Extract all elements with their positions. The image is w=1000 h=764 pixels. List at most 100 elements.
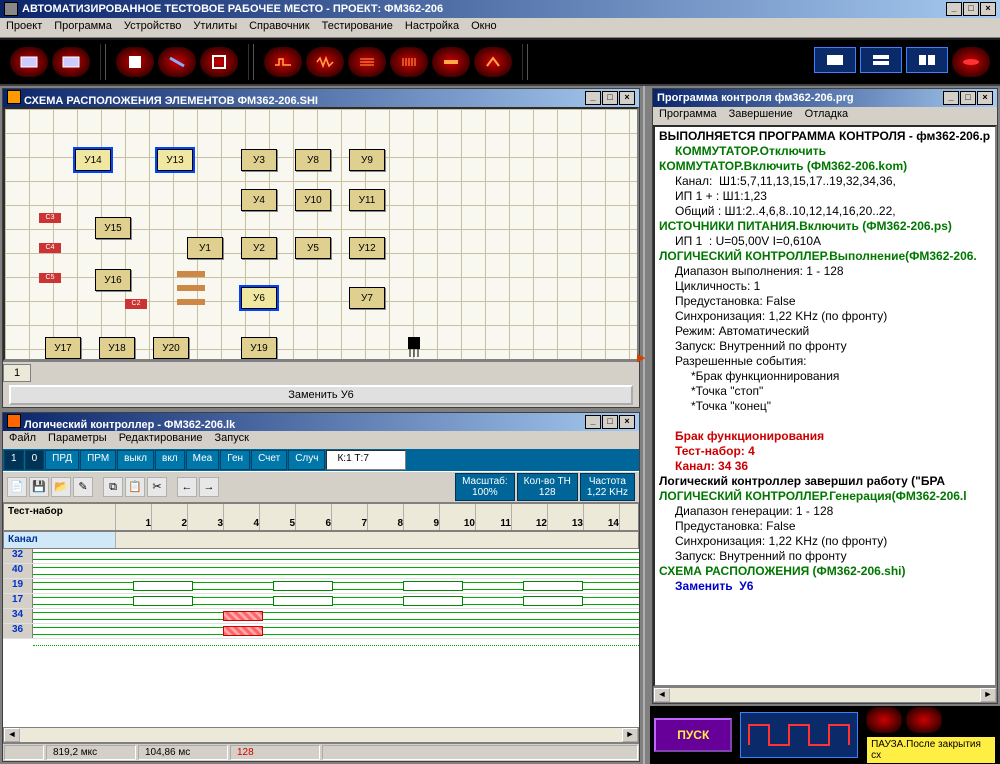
menu-Утилиты[interactable]: Утилиты xyxy=(193,20,237,35)
toolbar-icon-10[interactable] xyxy=(432,47,470,77)
wave-row-19[interactable]: 19 xyxy=(3,579,639,594)
lc-max-button[interactable]: □ xyxy=(602,415,618,429)
menu-Окно[interactable]: Окно xyxy=(471,20,497,35)
toolbar-icon-2[interactable] xyxy=(52,47,90,77)
resistor-1[interactable] xyxy=(177,285,205,291)
lc-menu-Редактирование[interactable]: Редактирование xyxy=(119,432,203,448)
toolbar-icon-3[interactable] xyxy=(116,47,154,77)
resistor-0[interactable] xyxy=(177,271,205,277)
lc-tool-paste[interactable]: 📋 xyxy=(125,477,145,497)
prog-max-button[interactable]: □ xyxy=(960,91,976,105)
lc-menu-Параметры[interactable]: Параметры xyxy=(48,432,107,448)
program-log[interactable]: ВЫПОЛНЯЕТСЯ ПРОГРАММА КОНТРОЛЯ - фм362-2… xyxy=(653,125,997,687)
chip-У20[interactable]: У20 xyxy=(153,337,189,359)
lc-btn-Случ[interactable]: Случ xyxy=(288,450,325,470)
start-button[interactable]: ПУСК xyxy=(654,718,732,752)
lc-tool-new[interactable]: 📄 xyxy=(7,477,27,497)
schematic-canvas[interactable]: У14 У13 У3 У8 У9 У4 У10 У11 У15 У1 У2 У5 У12 У16 У6 У7 У… xyxy=(3,107,639,361)
chip-У7[interactable]: У7 xyxy=(349,287,385,309)
replace-button[interactable]: Заменить У6 xyxy=(9,385,633,405)
chip-У10[interactable]: У10 xyxy=(295,189,331,211)
waveform-area[interactable]: 324019173436 xyxy=(3,549,639,727)
lc-btn-вкл[interactable]: вкл xyxy=(155,450,185,470)
resistor-2[interactable] xyxy=(177,299,205,305)
lc-btn-ПРД[interactable]: ПРД xyxy=(45,450,79,470)
wave-row-40[interactable]: 40 xyxy=(3,564,639,579)
chip-У17[interactable]: У17 xyxy=(45,337,81,359)
chip-У13[interactable]: У13 xyxy=(157,149,193,171)
chip-У12[interactable]: У12 xyxy=(349,237,385,259)
lc-tool-edit[interactable]: ✎ xyxy=(73,477,93,497)
toolbar-icon-1[interactable] xyxy=(10,47,48,77)
maximize-button[interactable]: □ xyxy=(963,2,979,16)
prog-menu-Программа[interactable]: Программа xyxy=(659,108,717,124)
lc-tool-copy[interactable]: ⧉ xyxy=(103,477,123,497)
bottom-icon-1[interactable] xyxy=(866,707,902,733)
cap-C2[interactable]: C2 xyxy=(125,299,147,309)
toolbar-icon-5[interactable] xyxy=(200,47,238,77)
lc-btn-Меа[interactable]: Меа xyxy=(186,450,220,470)
chip-У4[interactable]: У4 xyxy=(241,189,277,211)
prog-hscrollbar[interactable]: ◄► xyxy=(653,687,997,703)
toolbar-icon-4[interactable] xyxy=(158,47,196,77)
lc-btn-0[interactable]: 0 xyxy=(25,450,45,470)
menu-Тестирование[interactable]: Тестирование xyxy=(322,20,393,35)
lc-btn-1[interactable]: 1 xyxy=(4,450,24,470)
lc-menu-Файл[interactable]: Файл xyxy=(9,432,36,448)
schem-max-button[interactable]: □ xyxy=(602,91,618,105)
lc-btn-Ген[interactable]: Ген xyxy=(220,450,250,470)
lc-tool-open[interactable]: 📂 xyxy=(51,477,71,497)
wave-row-32[interactable]: 32 xyxy=(3,549,639,564)
chip-У18[interactable]: У18 xyxy=(99,337,135,359)
cap-C3[interactable]: C3 xyxy=(39,213,61,223)
lc-btn-выкл[interactable]: выкл xyxy=(117,450,154,470)
menu-Устройство[interactable]: Устройство xyxy=(124,20,182,35)
toolbar-blue-1[interactable] xyxy=(814,47,856,73)
menu-Настройка[interactable]: Настройка xyxy=(405,20,459,35)
wave-row-34[interactable]: 34 xyxy=(3,609,639,624)
chip-У9[interactable]: У9 xyxy=(349,149,385,171)
lc-tool-save[interactable]: 💾 xyxy=(29,477,49,497)
wave-row-17[interactable]: 17 xyxy=(3,594,639,609)
bottom-icon-2[interactable] xyxy=(906,707,942,733)
chip-У14[interactable]: У14 xyxy=(75,149,111,171)
minimize-button[interactable]: _ xyxy=(946,2,962,16)
chip-У5[interactable]: У5 xyxy=(295,237,331,259)
chip-У8[interactable]: У8 xyxy=(295,149,331,171)
toolbar-blue-3[interactable] xyxy=(906,47,948,73)
chip-У6[interactable]: У6 xyxy=(241,287,277,309)
chip-У19[interactable]: У19 xyxy=(241,337,277,359)
toolbar-blue-2[interactable] xyxy=(860,47,902,73)
schem-close-button[interactable]: × xyxy=(619,91,635,105)
lc-menu-Запуск[interactable]: Запуск xyxy=(214,432,248,448)
cap-C5[interactable]: C5 xyxy=(39,273,61,283)
chip-У16[interactable]: У16 xyxy=(95,269,131,291)
menu-Проект[interactable]: Проект xyxy=(6,20,42,35)
prog-close-button[interactable]: × xyxy=(977,91,993,105)
wave-row-36[interactable]: 36 xyxy=(3,624,639,639)
close-button[interactable]: × xyxy=(980,2,996,16)
toolbar-icon-6[interactable] xyxy=(264,47,302,77)
chip-У15[interactable]: У15 xyxy=(95,217,131,239)
toolbar-icon-7[interactable] xyxy=(306,47,344,77)
chip-У3[interactable]: У3 xyxy=(241,149,277,171)
prog-menu-Завершение[interactable]: Завершение xyxy=(729,108,793,124)
lc-tool-cut[interactable]: ✂ xyxy=(147,477,167,497)
chip-У2[interactable]: У2 xyxy=(241,237,277,259)
lc-close-button[interactable]: × xyxy=(619,415,635,429)
lc-btn-Счет[interactable]: Счет xyxy=(251,450,287,470)
menu-Справочник[interactable]: Справочник xyxy=(249,20,310,35)
chip-У11[interactable]: У11 xyxy=(349,189,385,211)
prog-menu-Отладка[interactable]: Отладка xyxy=(805,108,848,124)
toolbar-icon-12[interactable] xyxy=(952,47,990,77)
toolbar-icon-9[interactable] xyxy=(390,47,428,77)
lc-tool-right[interactable]: → xyxy=(199,477,219,497)
toolbar-icon-11[interactable] xyxy=(474,47,512,77)
cap-C4[interactable]: C4 xyxy=(39,243,61,253)
lc-min-button[interactable]: _ xyxy=(585,415,601,429)
lc-tool-left[interactable]: ← xyxy=(177,477,197,497)
prog-min-button[interactable]: _ xyxy=(943,91,959,105)
schem-min-button[interactable]: _ xyxy=(585,91,601,105)
lc-field[interactable]: К:1 Т:7 xyxy=(326,450,406,470)
chip-У1[interactable]: У1 xyxy=(187,237,223,259)
